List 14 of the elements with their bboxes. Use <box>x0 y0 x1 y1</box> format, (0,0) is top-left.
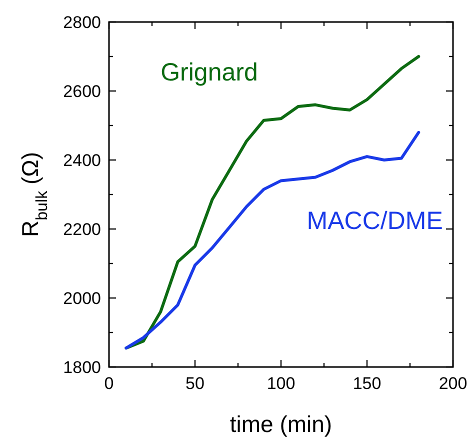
x-tick-label: 150 <box>352 374 382 393</box>
y-tick-label: 1800 <box>63 358 101 377</box>
x-tick-label: 100 <box>266 374 296 393</box>
y-tick-label: 2800 <box>63 12 101 32</box>
y-tick-label: 2400 <box>63 150 101 170</box>
x-tick-label: 0 <box>104 374 114 393</box>
series-label: MACC/DME <box>306 207 443 235</box>
y-tick-label: 2600 <box>63 82 101 101</box>
series-label: Grignard <box>160 58 258 87</box>
y-tick-label: 2000 <box>63 288 101 308</box>
y-tick-label: 2200 <box>63 220 101 239</box>
x-tick-label: 200 <box>438 374 468 393</box>
x-axis-title: time (min) <box>230 411 332 437</box>
x-tick-label: 50 <box>186 374 204 393</box>
